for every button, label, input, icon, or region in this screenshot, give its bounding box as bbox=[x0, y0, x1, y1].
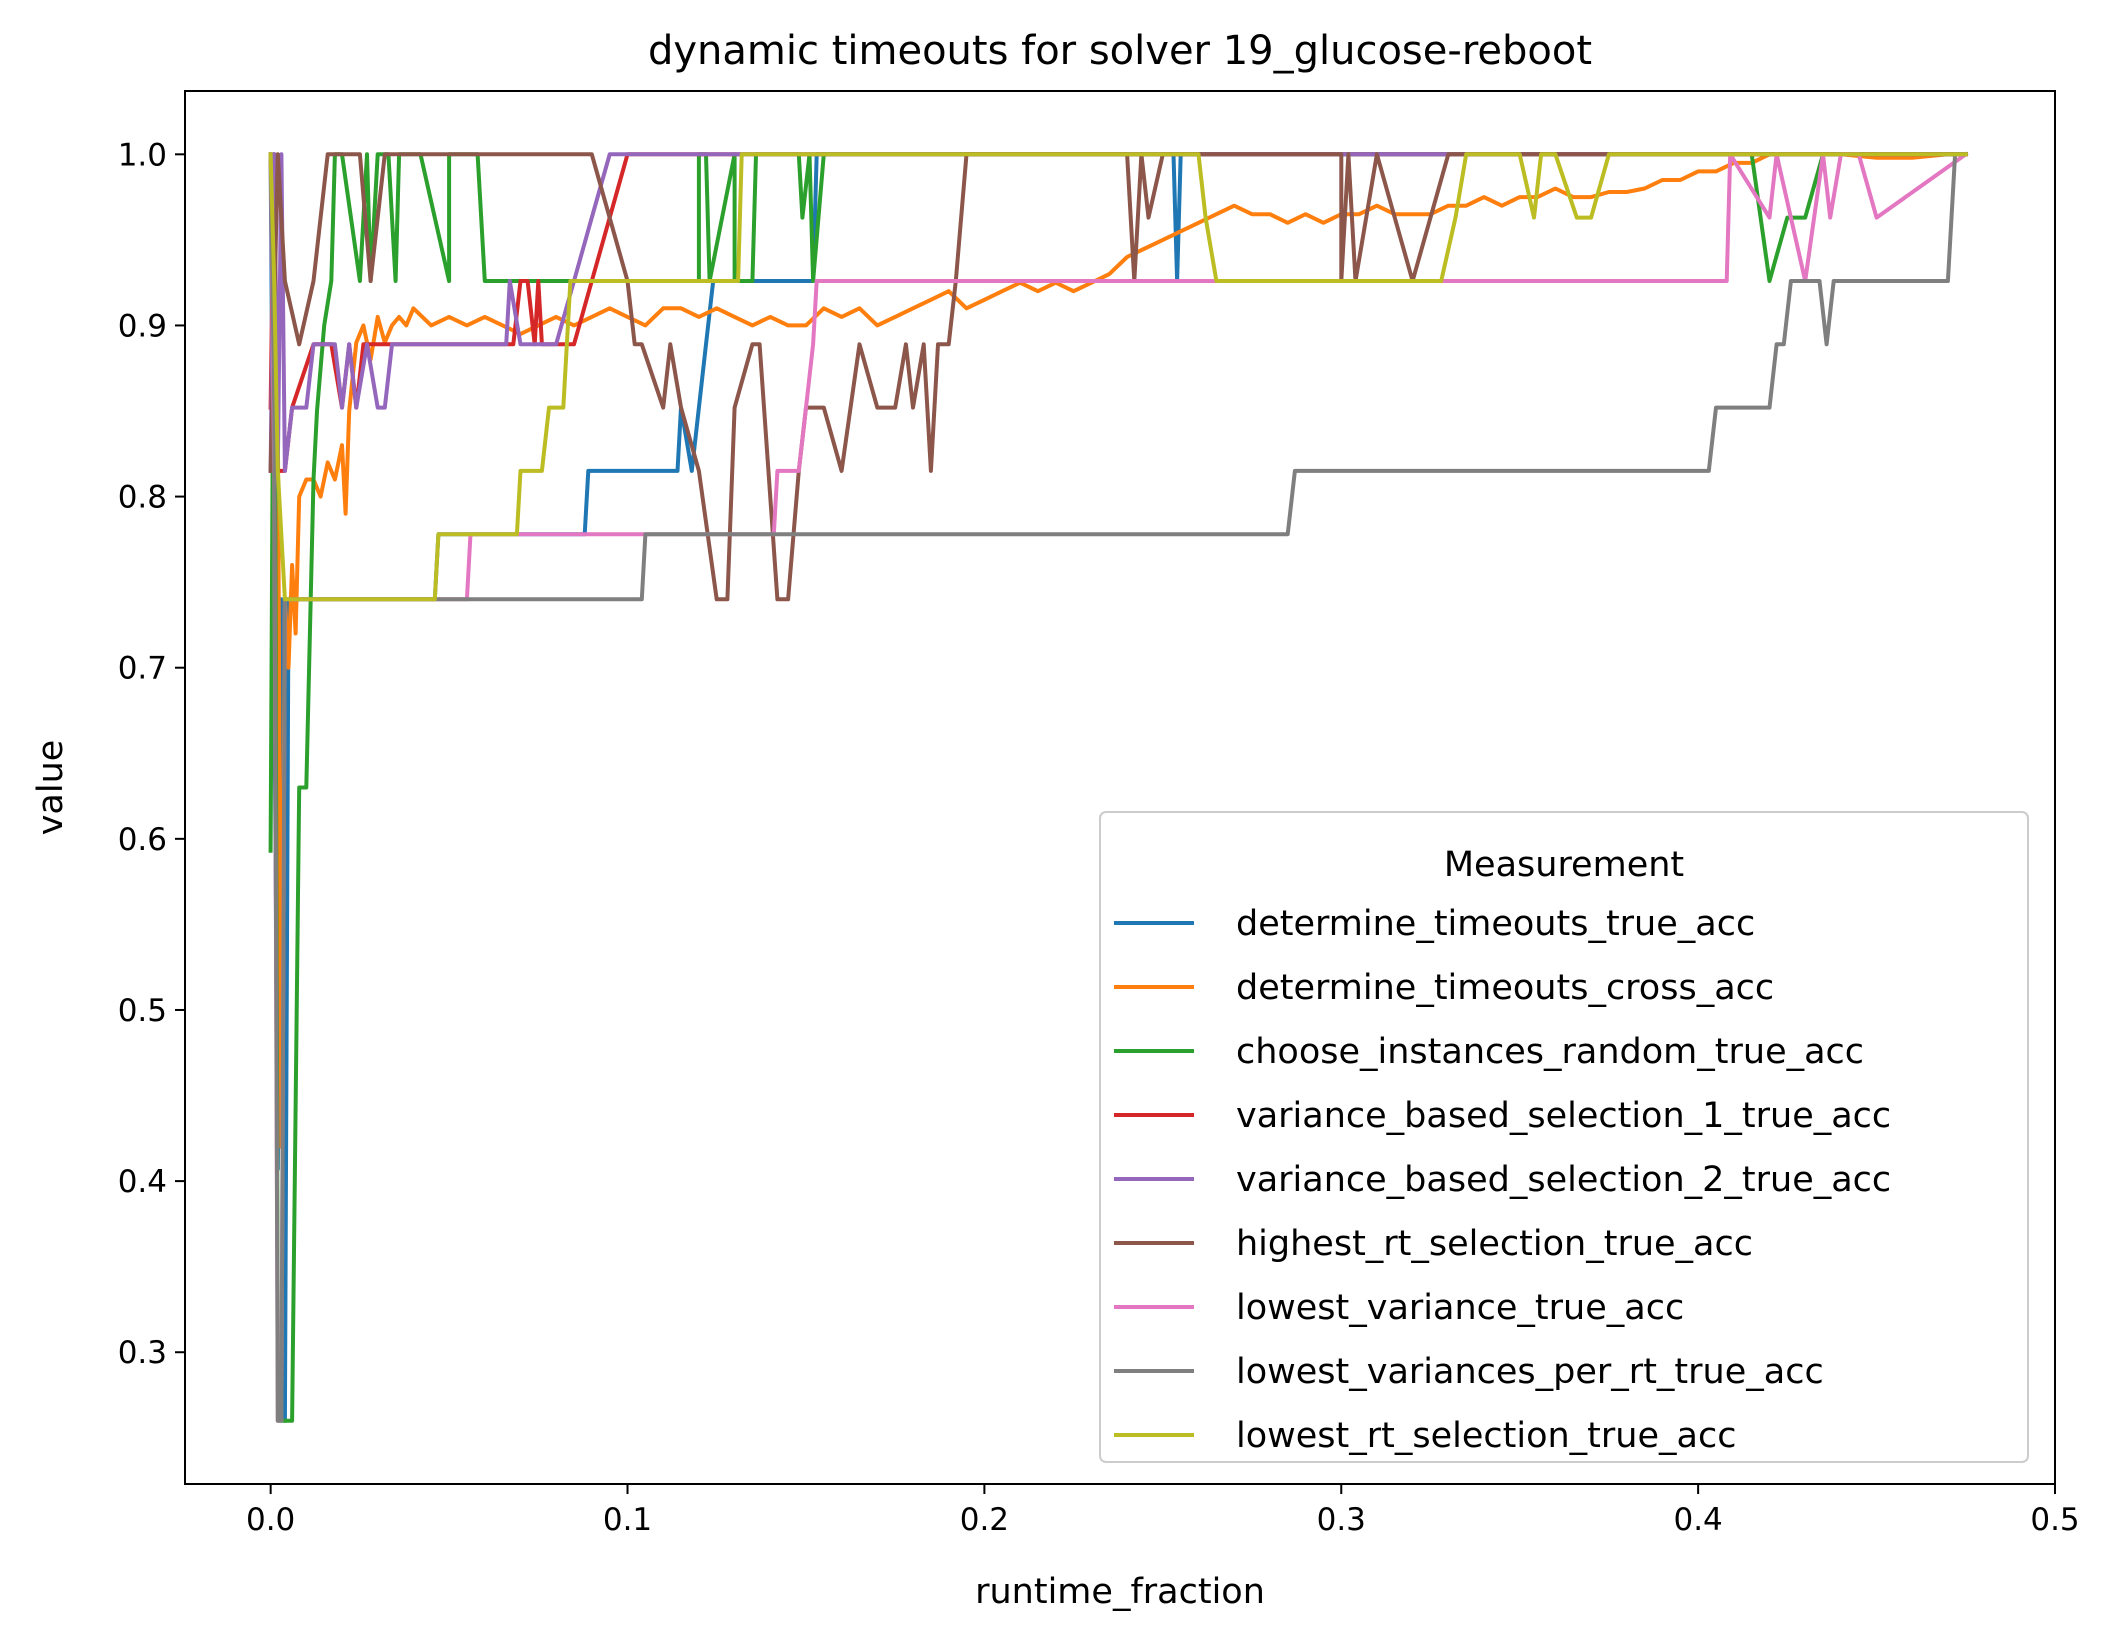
y-tick-label: 0.4 bbox=[118, 1164, 167, 1200]
legend-label: highest_rt_selection_true_acc bbox=[1236, 1224, 1753, 1264]
legend-label: choose_instances_random_true_acc bbox=[1236, 1032, 1864, 1072]
x-tick-label: 0.4 bbox=[1673, 1502, 1722, 1538]
legend-entries: determine_timeouts_true_acc determine_tim… bbox=[1114, 904, 1891, 1456]
series-line-determine_timeouts_true_acc bbox=[268, 152, 1968, 1423]
plot-area-frame bbox=[184, 90, 2056, 1485]
y-axis-ticks: 0.3 0.4 0.5 0.6 0.7 0.8 0.9 1.0 bbox=[118, 137, 185, 1371]
y-axis-label: value bbox=[31, 740, 71, 836]
y-tick-label: 0.9 bbox=[118, 308, 167, 344]
x-tick-label: 0.5 bbox=[2030, 1502, 2079, 1538]
y-tick-label: 0.6 bbox=[118, 822, 167, 858]
legend-label: variance_based_selection_2_true_acc bbox=[1236, 1160, 1891, 1200]
y-tick-label: 0.7 bbox=[118, 651, 167, 687]
x-tick-label: 0.1 bbox=[603, 1502, 652, 1538]
chart-title: dynamic timeouts for solver 19_glucose-r… bbox=[648, 28, 1592, 74]
series-line-highest_rt_selection_true_acc bbox=[268, 152, 1968, 602]
x-tick-label: 0.0 bbox=[246, 1502, 295, 1538]
y-tick-label: 1.0 bbox=[118, 137, 167, 173]
legend-label: determine_timeouts_cross_acc bbox=[1236, 968, 1774, 1008]
x-axis-ticks: 0.0 0.1 0.2 0.3 0.4 0.5 bbox=[246, 1484, 2080, 1538]
x-tick-label: 0.3 bbox=[1317, 1502, 1366, 1538]
legend-title: Measurement bbox=[1444, 845, 1684, 885]
series-line-determine_timeouts_cross_acc bbox=[268, 152, 1968, 1149]
series-line-variance_based_selection_2_true_acc bbox=[268, 152, 1968, 473]
legend: Measurement determine_timeouts_true_accd… bbox=[1099, 811, 2029, 1463]
y-tick-label: 0.8 bbox=[118, 480, 167, 516]
legend-label: lowest_variances_per_rt_true_acc bbox=[1236, 1352, 1824, 1392]
legend-label: lowest_rt_selection_true_acc bbox=[1236, 1416, 1736, 1456]
y-tick-label: 0.3 bbox=[118, 1335, 167, 1371]
legend-label: variance_based_selection_1_true_acc bbox=[1236, 1096, 1891, 1136]
x-tick-label: 0.2 bbox=[960, 1502, 1009, 1538]
legend-box bbox=[1099, 811, 2029, 1463]
legend-label: determine_timeouts_true_acc bbox=[1236, 904, 1755, 944]
y-tick-label: 0.5 bbox=[118, 993, 167, 1029]
series-line-lowest_rt_selection_true_acc bbox=[268, 152, 1968, 602]
series-lines bbox=[268, 151, 1969, 1423]
x-axis-label: runtime_fraction bbox=[975, 1572, 1265, 1612]
legend-label: lowest_variance_true_acc bbox=[1236, 1288, 1684, 1328]
